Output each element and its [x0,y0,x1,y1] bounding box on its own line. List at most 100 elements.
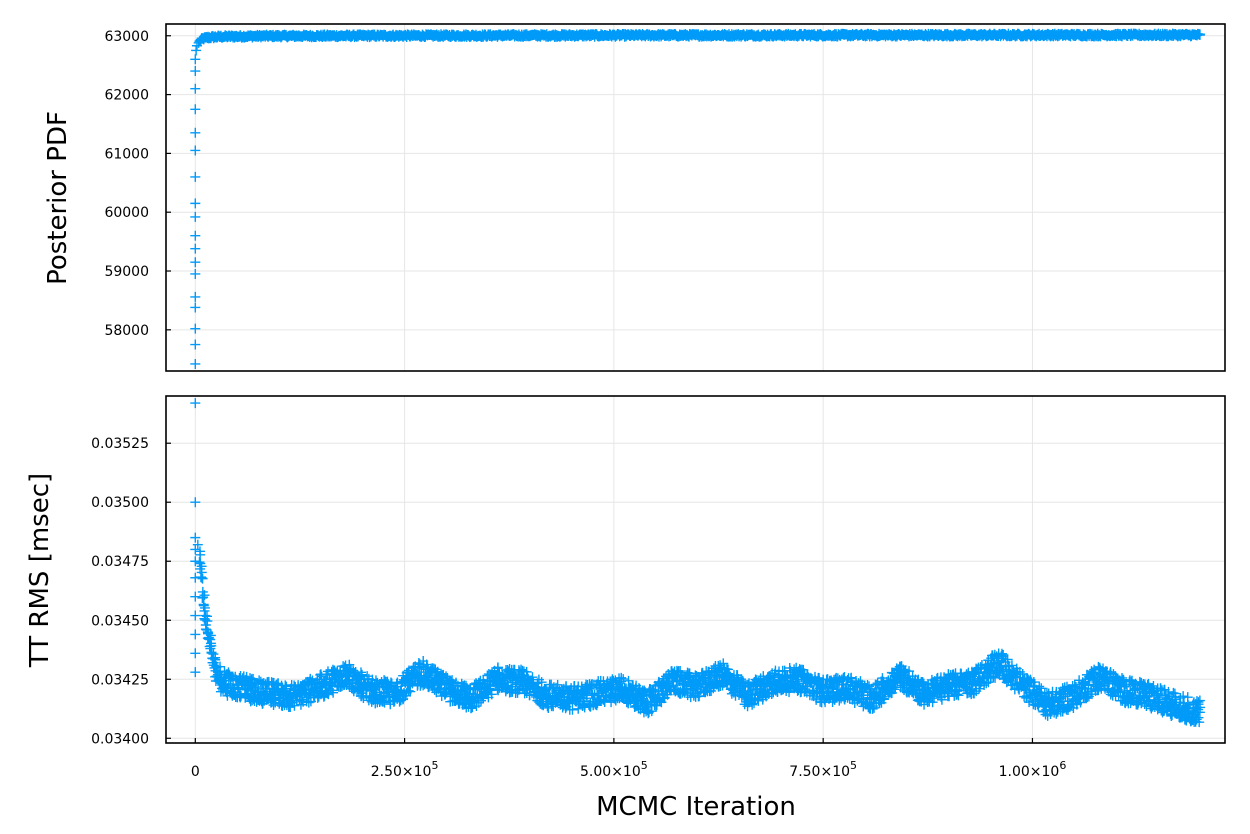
rms-data-point [893,669,904,680]
rms-data-point [296,694,307,705]
rms-data-point [834,695,845,706]
rms-x-ticks: 0 2.50×105 5.00×105 7.50×105 1.00×106 [191,738,1066,780]
posterior-y-axis-title: Posterior PDF [43,111,73,285]
rms-data-point [667,676,678,687]
posterior-data-point [190,323,201,334]
rms-x-tick-label: 1.00×106 [999,759,1067,780]
rms-data-point [1169,700,1180,711]
rms-data-point [212,669,223,680]
rms-data-point [1044,700,1055,711]
posterior-data-point [190,54,201,65]
rms-data-point [642,697,653,708]
x-tick-mantissa: 1.00×10 [999,764,1060,780]
rms-data-point [1041,687,1052,698]
rms-data-point [517,665,528,676]
posterior-data-point [190,83,201,94]
rms-data-point [190,610,201,621]
rms-data-point [953,690,964,701]
posterior-y-tick-label: 59000 [104,264,149,280]
rms-data-point [190,667,201,678]
rms-data-point [552,679,563,690]
rms-data-point [541,690,552,701]
rms-data-point [618,674,629,685]
rms-data-point [522,671,533,682]
rms-data-point [491,674,502,685]
rms-y-tick-label: 0.03450 [91,613,149,629]
rms-data-point [391,688,402,699]
rms-data-point [993,657,1004,668]
posterior-data-point [195,35,206,46]
rms-data-point [366,686,377,697]
posterior-data-point [357,30,368,41]
posterior-data-point [190,358,201,369]
x-tick-mantissa: 0 [191,764,200,780]
rms-data-point [202,627,213,638]
posterior-data-point [525,30,536,41]
rms-x-tick-label: 7.50×105 [789,759,857,780]
rms-y-tick-label: 0.03475 [91,554,149,570]
posterior-data-point [257,31,268,42]
x-tick-mantissa: 2.50×10 [371,764,432,780]
rms-data-point [355,667,366,678]
rms-x-tick-label: 2.50×105 [371,759,439,780]
rms-data-point [190,398,201,409]
rms-data-point [536,677,547,688]
rms-data-point [784,687,795,698]
posterior-data-point [860,30,871,41]
rms-data-point [391,678,402,689]
rms-y-axis-title: TT RMS [msec] [25,473,55,668]
rms-data-point [1058,689,1069,700]
rms-data-point [869,702,880,713]
rms-data-point [1194,717,1205,728]
rms-data-point [646,706,657,717]
rms-y-tick-label: 0.03400 [91,731,149,747]
rms-data-point [197,586,208,597]
rms-y-ticks: 0.03400 0.03425 0.03450 0.03475 0.03500 0.035… [91,436,171,747]
rms-data-point [567,693,578,704]
rms-data-point [416,667,427,678]
rms-data-point [403,685,414,696]
rms-data-point [1144,690,1155,701]
rms-data-point [190,572,201,583]
rms-data-point [1002,654,1013,665]
posterior-y-tick-label: 60000 [104,205,149,221]
rms-data-point [357,669,368,680]
rms-data-point [196,567,207,578]
rms-data-point [731,672,742,683]
posterior-points [190,28,1205,369]
rms-data-point [971,666,982,677]
rms-plot-frame [165,395,1226,744]
rms-data-point [793,674,804,685]
rms-data-point [208,657,219,668]
rms-y-tick-label: 0.03500 [91,495,149,511]
posterior-data-point [190,230,201,241]
rms-data-point [486,689,497,700]
rms-data-point [217,676,228,687]
posterior-data-point [190,302,201,313]
posterior-data-point [191,45,202,56]
rms-data-point [195,558,206,569]
rms-points [190,398,1206,728]
posterior-data-point [190,257,201,268]
rms-data-point [968,676,979,687]
rms-data-point [1194,707,1205,718]
rms-data-point [441,683,452,694]
rms-data-point [527,672,538,683]
rms-data-point [198,600,209,611]
rms-data-point [1119,686,1130,697]
rms-data-point [379,697,390,708]
posterior-data-point [190,268,201,279]
x-tick-mantissa: 5.00×10 [580,764,641,780]
rms-data-point [395,695,406,706]
rms-data-point [197,573,208,584]
posterior-y-ticks: 58000 59000 60000 61000 62000 63000 [104,29,171,339]
rms-data-point [616,672,627,683]
posterior-data-point [190,339,201,350]
rms-data-point [195,549,206,560]
posterior-data-point [692,30,703,41]
posterior-y-tick-label: 62000 [104,88,149,104]
posterior-data-point [190,104,201,115]
rms-data-point [190,629,201,640]
rms-data-point [936,694,947,705]
